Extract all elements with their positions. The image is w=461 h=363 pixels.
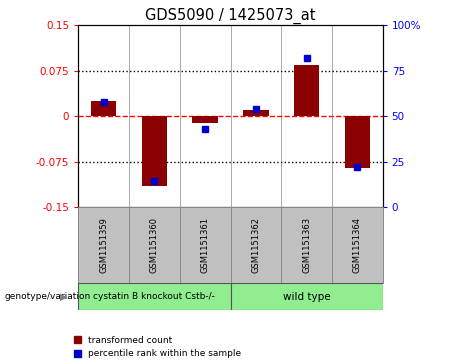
Bar [78,283,230,310]
Bar [243,110,268,116]
Bar [91,101,116,116]
Bar [78,207,129,283]
Bar [193,116,218,123]
Bar [230,283,383,310]
Bar [332,207,383,283]
Bar [230,207,281,283]
Bar [345,116,370,168]
Text: genotype/variation: genotype/variation [5,292,91,301]
Text: GSM1151362: GSM1151362 [251,217,260,273]
Bar [180,207,230,283]
Legend: transformed count, percentile rank within the sample: transformed count, percentile rank withi… [74,336,241,359]
Text: GSM1151364: GSM1151364 [353,217,362,273]
Text: ▶: ▶ [60,292,67,302]
Text: cystatin B knockout Cstb-/-: cystatin B knockout Cstb-/- [94,292,215,301]
Text: GSM1151359: GSM1151359 [99,217,108,273]
Text: GSM1151363: GSM1151363 [302,217,311,273]
Text: wild type: wild type [283,292,331,302]
Bar [281,207,332,283]
Bar [129,207,180,283]
Bar [294,65,319,116]
Text: GSM1151360: GSM1151360 [150,217,159,273]
Title: GDS5090 / 1425073_at: GDS5090 / 1425073_at [145,8,316,24]
Text: GSM1151361: GSM1151361 [201,217,210,273]
Bar [142,116,167,186]
